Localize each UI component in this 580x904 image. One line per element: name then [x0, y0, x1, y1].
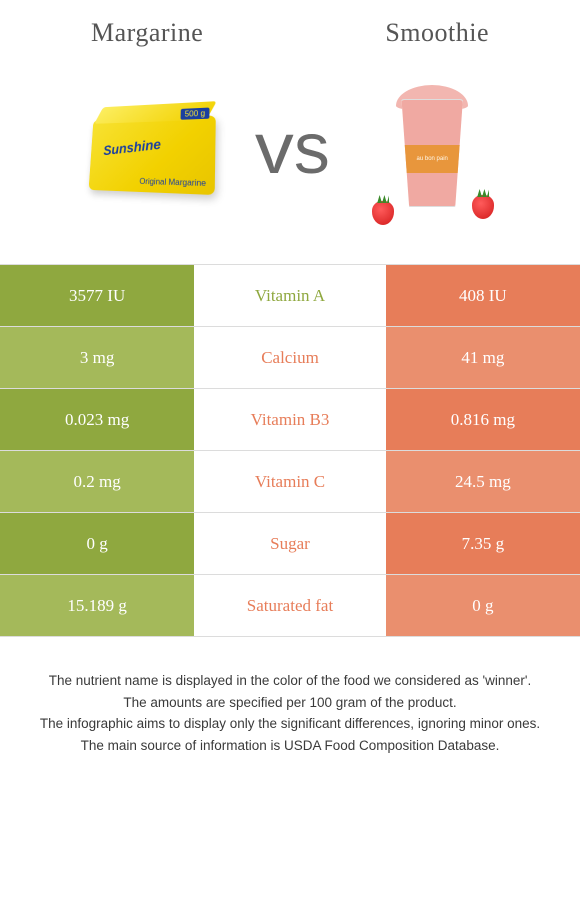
cup-band-label: au bon pain	[401, 145, 463, 173]
nutrient-name: Calcium	[194, 327, 385, 388]
footnotes: The nutrient name is displayed in the co…	[0, 637, 580, 757]
right-value: 24.5 mg	[386, 451, 580, 512]
nutrient-name-label: Vitamin C	[255, 472, 325, 492]
footnote-line: The amounts are specified per 100 gram o…	[22, 693, 558, 713]
table-row: 0 g Sugar 7.35 g	[0, 513, 580, 575]
left-value: 0 g	[0, 513, 194, 574]
margarine-brand: Sunshine	[103, 135, 161, 157]
right-value: 0 g	[386, 575, 580, 636]
strawberry-icon	[372, 201, 394, 225]
left-food-title: Margarine	[91, 18, 203, 48]
margarine-image: 500 g Sunshine Original Margarine	[69, 84, 229, 224]
right-value: 408 IU	[386, 265, 580, 326]
nutrient-name: Vitamin C	[194, 451, 385, 512]
left-value: 0.2 mg	[0, 451, 194, 512]
footnote-line: The infographic aims to display only the…	[22, 714, 558, 734]
header: Margarine Smoothie	[0, 0, 580, 58]
margarine-weight: 500 g	[180, 107, 209, 119]
table-row: 3 mg Calcium 41 mg	[0, 327, 580, 389]
nutrient-name-label: Saturated fat	[247, 596, 333, 616]
nutrient-name-label: Vitamin B3	[251, 410, 330, 430]
margarine-box-icon: 500 g Sunshine Original Margarine	[88, 115, 215, 195]
left-value: 3577 IU	[0, 265, 194, 326]
nutrient-name-label: Calcium	[261, 348, 319, 368]
nutrient-name-label: Sugar	[270, 534, 310, 554]
comparison-infographic: Margarine Smoothie 500 g Sunshine Origin…	[0, 0, 580, 904]
vs-label: vs	[253, 113, 327, 195]
nutrient-name-label: Vitamin A	[255, 286, 325, 306]
footnote-line: The nutrient name is displayed in the co…	[22, 671, 558, 691]
nutrient-name: Sugar	[194, 513, 385, 574]
hero-row: 500 g Sunshine Original Margarine vs au …	[0, 58, 580, 264]
nutrient-name: Vitamin A	[194, 265, 385, 326]
smoothie-cup-icon: au bon pain	[366, 79, 496, 229]
table-row: 0.2 mg Vitamin C 24.5 mg	[0, 451, 580, 513]
margarine-sub: Original Margarine	[139, 176, 206, 187]
right-value: 41 mg	[386, 327, 580, 388]
smoothie-image: au bon pain	[351, 84, 511, 224]
right-value: 0.816 mg	[386, 389, 580, 450]
table-row: 3577 IU Vitamin A 408 IU	[0, 265, 580, 327]
left-value: 15.189 g	[0, 575, 194, 636]
right-food-title: Smoothie	[385, 18, 489, 48]
nutrient-name: Saturated fat	[194, 575, 385, 636]
table-row: 15.189 g Saturated fat 0 g	[0, 575, 580, 637]
nutrient-table: 3577 IUVitamin A408 IU3 mgCalcium41 mg0.…	[0, 264, 580, 637]
nutrient-name: Vitamin B3	[194, 389, 385, 450]
left-value: 3 mg	[0, 327, 194, 388]
strawberry-icon	[472, 195, 494, 219]
footnote-line: The main source of information is USDA F…	[22, 736, 558, 756]
smoothie-cup: au bon pain	[400, 99, 464, 207]
table-row: 0.023 mg Vitamin B3 0.816 mg	[0, 389, 580, 451]
left-value: 0.023 mg	[0, 389, 194, 450]
right-value: 7.35 g	[386, 513, 580, 574]
